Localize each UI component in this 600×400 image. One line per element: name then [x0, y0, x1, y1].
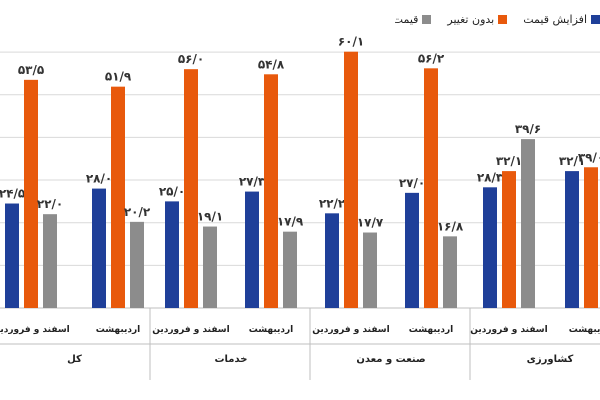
data-label: ۵۳/۵	[18, 63, 44, 77]
period-label: اردیبهشت	[96, 325, 141, 335]
data-label: ۲۷/۰	[399, 176, 425, 190]
period-label: اردیبهشت	[569, 325, 600, 335]
bar	[363, 232, 377, 308]
bar	[424, 68, 438, 308]
period-label: اسفند و فروردین	[470, 325, 548, 335]
data-label: ۲۵/۰	[159, 184, 185, 198]
legend-label-price: قیمت	[395, 12, 419, 26]
period-label: اسفند و فروردین	[152, 325, 230, 335]
bar	[502, 171, 516, 308]
bar	[203, 226, 217, 308]
bar	[165, 201, 179, 308]
legend-label-no-change: بدون تغییر	[447, 12, 495, 26]
legend-swatch-no-change	[498, 14, 508, 24]
data-label: ۶۰/۱	[338, 35, 364, 49]
data-label: ۵۱/۹	[105, 70, 132, 84]
data-label: ۵۶/۲	[418, 51, 445, 65]
bar	[43, 214, 57, 308]
group-label: کل	[67, 354, 82, 365]
group-label: صنعت و معدن	[356, 354, 425, 365]
group-label: خدمات	[215, 354, 248, 365]
data-label: ۵۶/۰	[178, 52, 204, 66]
bar	[584, 167, 598, 308]
period-label: اردیبهشت	[249, 325, 294, 335]
data-label: ۳۲/۱	[559, 154, 585, 168]
data-label: ۲۷/۳	[239, 175, 266, 189]
bar	[565, 171, 579, 308]
legend-item-price: قیمت	[395, 12, 432, 26]
group-label: کشاورزی	[527, 354, 574, 365]
bar	[24, 79, 38, 309]
data-label: ۲۲/۲	[319, 196, 346, 210]
bar	[483, 187, 497, 308]
data-label: ۱۷/۹	[277, 215, 304, 229]
data-label: ۲۴/۵	[0, 187, 25, 201]
bar	[111, 86, 125, 308]
legend-swatch-price	[422, 14, 432, 24]
bar	[92, 188, 106, 308]
data-label: ۱۶/۸	[437, 219, 464, 233]
bar	[184, 69, 198, 308]
legend-item-no-change: بدون تغییر	[447, 12, 508, 26]
data-label: ۳۹/۰	[578, 150, 600, 164]
data-label: ۳۹/۶	[515, 122, 541, 136]
data-label: ۱۹/۱	[197, 210, 223, 224]
data-label: ۲۲/۰	[37, 197, 63, 211]
data-label: ۵۴/۸	[258, 57, 285, 71]
legend-label-increase: افزایش قیمت	[523, 12, 587, 26]
bar	[405, 192, 419, 308]
data-label: ۲۰/۲	[124, 205, 151, 219]
bar	[344, 51, 358, 309]
bar	[283, 231, 297, 308]
period-label: اردیبهشت	[409, 325, 454, 335]
bar	[245, 191, 259, 308]
bar	[325, 213, 339, 308]
data-label: ۲۸/۳	[477, 170, 504, 184]
period-label: اسفند و فروردین	[312, 325, 390, 335]
data-label: ۲۸/۰	[86, 172, 112, 186]
bar	[130, 221, 144, 308]
bar	[5, 203, 19, 308]
bar	[521, 139, 535, 308]
chart-legend: افزایش قیمت بدون تغییر قیمت	[395, 8, 600, 30]
data-label: ۱۷/۷	[357, 216, 384, 230]
bar	[264, 74, 278, 308]
period-label: اسفند و فروردین	[0, 325, 70, 335]
legend-item-increase: افزایش قیمت	[523, 13, 600, 26]
data-label: ۳۲/۱	[496, 154, 522, 168]
legend-swatch-increase	[591, 14, 600, 24]
bar	[443, 236, 457, 308]
